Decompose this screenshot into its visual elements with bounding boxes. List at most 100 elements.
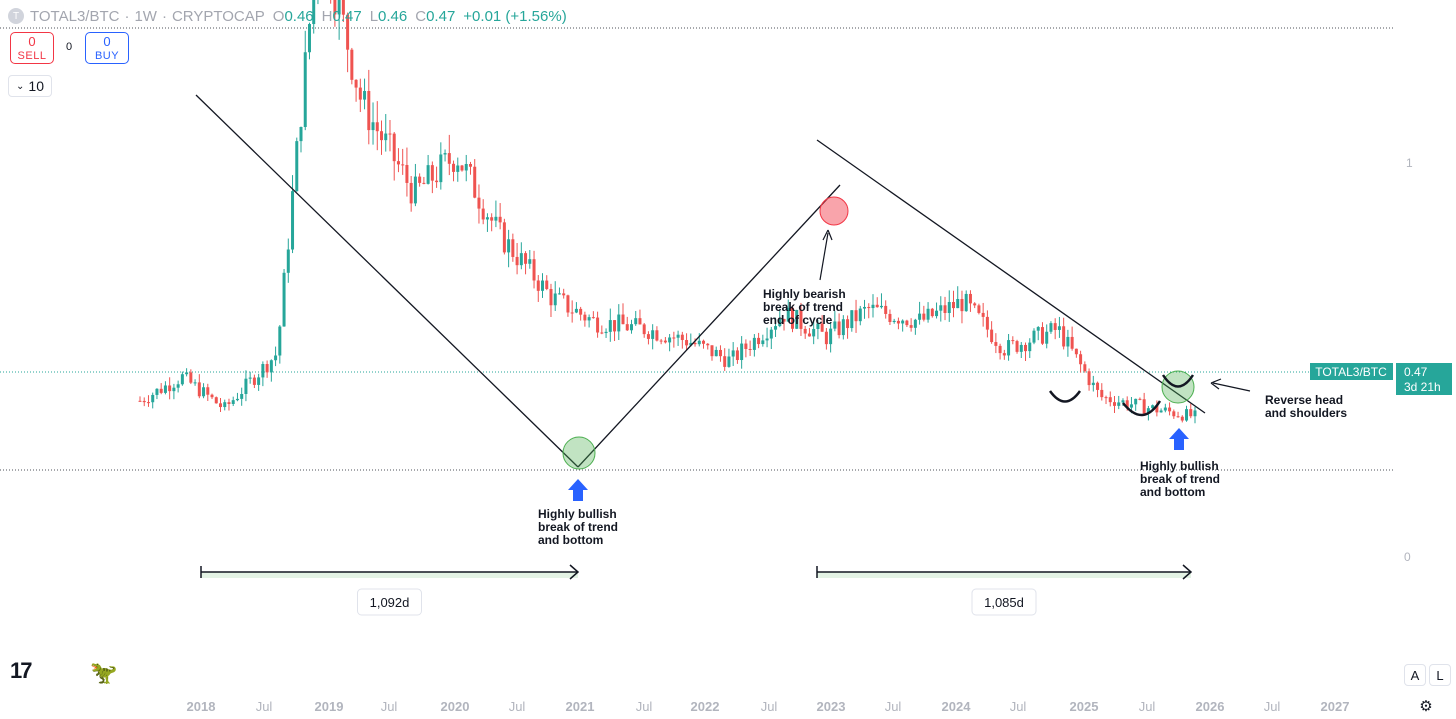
interval-label[interactable]: 1W — [134, 7, 157, 25]
candle-body — [1087, 371, 1091, 386]
candle-body — [820, 323, 824, 332]
candle-body — [901, 320, 905, 324]
head-arc — [1122, 400, 1162, 417]
candle-body — [629, 324, 633, 331]
candle-body — [672, 337, 676, 339]
candle-body — [621, 314, 625, 325]
sell-price: 0 — [28, 34, 36, 49]
pointer-arrow-shaft — [819, 232, 829, 281]
candle-body — [757, 337, 761, 345]
candle-body — [930, 308, 934, 317]
candle-body — [799, 309, 803, 329]
candle-body — [235, 398, 239, 401]
candle-body — [1129, 404, 1133, 408]
bearish-top-circle — [819, 196, 849, 226]
candle-body — [909, 325, 913, 328]
gear-icon[interactable]: ⚙ — [1419, 698, 1433, 715]
candle-body — [685, 340, 689, 346]
tradingview-logo-icon[interactable]: 17 — [10, 658, 33, 683]
candle-body — [524, 253, 528, 264]
candle-body — [426, 165, 430, 184]
candle-body — [570, 312, 574, 314]
candle-body — [985, 316, 989, 330]
auto-scale-button[interactable]: A — [1404, 664, 1426, 686]
sell-button[interactable]: 0 SELL — [10, 32, 54, 64]
x-axis-tick-label: Jul — [885, 699, 902, 714]
x-axis-tick-label: Jul — [1139, 699, 1156, 714]
x-axis-tick-label: Jul — [1264, 699, 1281, 714]
candle-body — [807, 333, 811, 337]
dinosaur-icon: 🦖 — [90, 660, 118, 685]
candle-body — [943, 305, 947, 314]
candle-body — [274, 355, 278, 361]
candle-body — [223, 402, 227, 408]
candle-body — [350, 49, 354, 80]
candle-body — [1057, 326, 1061, 330]
candle-body — [549, 288, 553, 306]
candle-body — [380, 131, 384, 141]
candle-body — [367, 90, 371, 131]
pointer-arrow-shaft — [1212, 382, 1251, 392]
candle-body — [583, 314, 587, 321]
candle-body — [312, 0, 316, 25]
pointer-arrow-head — [1210, 378, 1222, 390]
candle-body — [600, 332, 604, 334]
candle-body — [778, 318, 782, 327]
candle-body — [146, 402, 150, 404]
candle-body — [905, 320, 909, 326]
candle-body — [854, 310, 858, 322]
close-label: C — [415, 7, 427, 25]
candle-body — [1036, 327, 1040, 331]
candle-body — [846, 319, 850, 329]
candle-body — [812, 328, 816, 337]
candle-body — [867, 306, 871, 309]
symbol-name[interactable]: TOTAL3/BTC — [30, 7, 120, 25]
candle-body — [896, 320, 900, 324]
annotation-bullish-bottom-2: Highly bullish — [1140, 459, 1219, 473]
quantity-dropdown[interactable]: ⌄ 10 — [8, 75, 52, 97]
candle-body — [638, 318, 642, 325]
candle-body — [346, 14, 350, 50]
log-scale-button[interactable]: L — [1429, 664, 1451, 686]
x-axis-tick-label: Jul — [256, 699, 273, 714]
date-range-1-arrow — [569, 564, 580, 580]
date-range-2-label-box — [971, 588, 1037, 616]
buy-button[interactable]: 0 BUY — [85, 32, 129, 64]
candle-body — [337, 0, 341, 15]
candle-body — [257, 377, 261, 385]
candle-body — [214, 397, 218, 404]
last-price-value: 0.47 — [1404, 365, 1428, 379]
candle-body — [333, 0, 337, 15]
candle-body — [142, 400, 146, 403]
candle-body — [231, 400, 235, 404]
annotation-reverse-head-shoulders: and shoulders — [1265, 406, 1347, 420]
candle-body — [824, 331, 828, 345]
low-label: L — [369, 7, 379, 25]
x-axis-tick-label: Jul — [509, 699, 526, 714]
candle-body — [430, 165, 434, 181]
candle-body — [731, 350, 735, 357]
date-range-1-label: 1,092d — [370, 595, 410, 610]
bullish-bottom-circle-1 — [562, 436, 596, 470]
candle-body — [604, 331, 608, 334]
annotation-bullish-bottom-2: break of trend — [1140, 472, 1220, 486]
candle-body — [1074, 348, 1078, 355]
candle-body — [159, 388, 163, 393]
low-value: 0.46 — [378, 7, 408, 25]
candle-body — [354, 79, 358, 88]
buy-price: 0 — [103, 34, 111, 49]
candle-body — [494, 216, 498, 221]
candle-body — [1163, 407, 1167, 411]
candle-body — [964, 293, 968, 312]
candle-body — [642, 324, 646, 335]
open-label: O — [272, 7, 285, 25]
candle-body — [443, 153, 447, 155]
x-axis-tick-label: Jul — [636, 699, 653, 714]
candle-body — [1049, 323, 1053, 332]
candle-body — [413, 176, 417, 204]
candle-body — [1091, 382, 1095, 386]
candle-body — [1019, 344, 1023, 352]
x-axis-tick-label: 2019 — [315, 699, 344, 714]
candle-body — [473, 166, 477, 198]
